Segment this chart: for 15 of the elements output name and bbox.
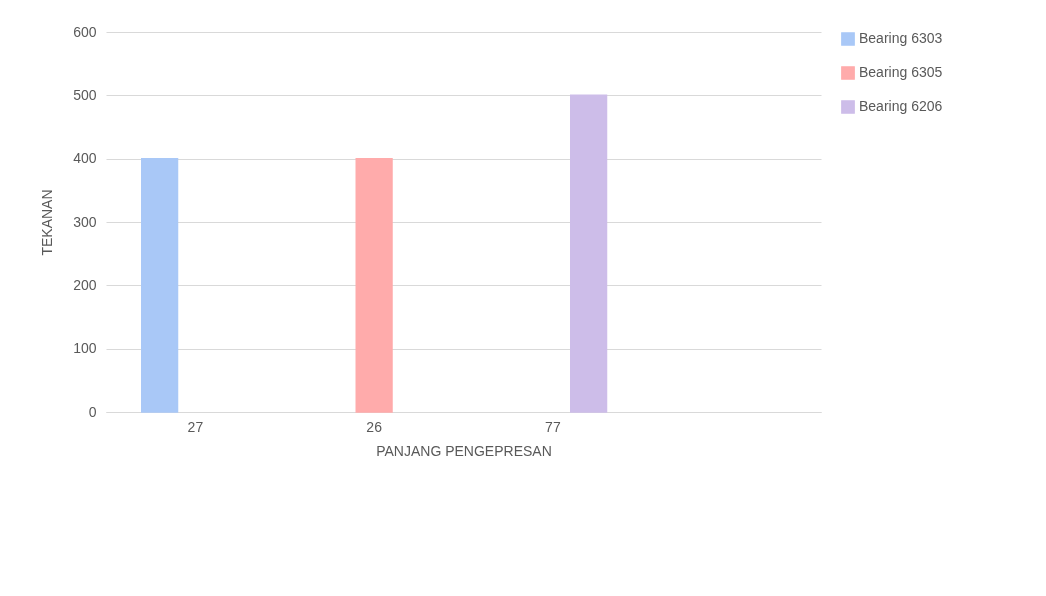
y-tick-label: 600 [73, 23, 97, 40]
x-axis-title: PANJANG PENGEPRESAN [376, 442, 552, 459]
y-tick-label: 300 [73, 213, 97, 230]
x-tick-label: 77 [545, 418, 561, 435]
y-tick-label: 100 [73, 340, 97, 357]
y-tick-label: 400 [73, 150, 97, 167]
y-axis-title: TEKANAN [39, 189, 56, 256]
legend-label: Bearing 6305 [859, 64, 943, 80]
legend-label: Bearing 6206 [859, 98, 943, 114]
x-tick-label: 27 [187, 418, 204, 435]
x-tick-label: 26 [366, 418, 383, 435]
y-tick-label: 200 [73, 276, 97, 293]
legend-label: Bearing 6303 [859, 30, 943, 46]
y-tick-label: 500 [73, 86, 97, 103]
y-tick-label: 0 [88, 403, 97, 420]
